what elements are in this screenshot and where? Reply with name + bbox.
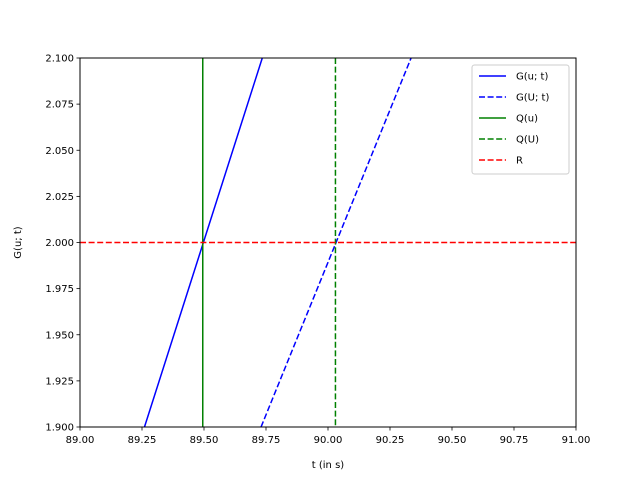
- legend-entry: Q(U): [516, 135, 539, 146]
- x-tick-label: 91.00: [562, 435, 591, 446]
- x-tick-label: 90.50: [438, 435, 467, 446]
- y-axis-label: G(u; t): [13, 226, 24, 258]
- y-tick-label: 1.950: [45, 330, 74, 341]
- plot-area: [80, 58, 576, 427]
- y-tick-label: 2.050: [45, 146, 74, 157]
- x-tick-label: 89.75: [252, 435, 281, 446]
- x-tick-label: 90.75: [500, 435, 529, 446]
- y-tick-label: 1.975: [45, 284, 74, 295]
- ticks: 89.00 89.25 89.50 89.75 90.00 90.25 90.50 90.75…: [45, 54, 590, 447]
- x-tick-label: 89.00: [66, 435, 95, 446]
- x-tick-label: 90.25: [376, 435, 405, 446]
- x-tick-label: 90.00: [314, 435, 343, 446]
- y-tick-label: 2.000: [45, 238, 74, 249]
- legend-entry: G(u; t): [516, 72, 548, 83]
- y-tick-label: 1.925: [45, 376, 74, 387]
- legend-entry: Q(u): [516, 114, 538, 125]
- y-tick-label: 2.100: [45, 54, 74, 65]
- legend-entry: G(U; t): [516, 93, 549, 104]
- legend: G(u; t) G(U; t) Q(u) Q(U) R: [471, 64, 570, 175]
- legend-entry: R: [516, 156, 523, 167]
- x-tick-label: 89.25: [128, 435, 157, 446]
- x-axis-label: t (in s): [312, 460, 345, 471]
- y-tick-label: 2.075: [45, 100, 74, 111]
- x-tick-label: 89.50: [190, 435, 219, 446]
- y-tick-label: 2.025: [45, 192, 74, 203]
- legend-box: [471, 64, 570, 175]
- y-tick-label: 1.900: [45, 423, 74, 434]
